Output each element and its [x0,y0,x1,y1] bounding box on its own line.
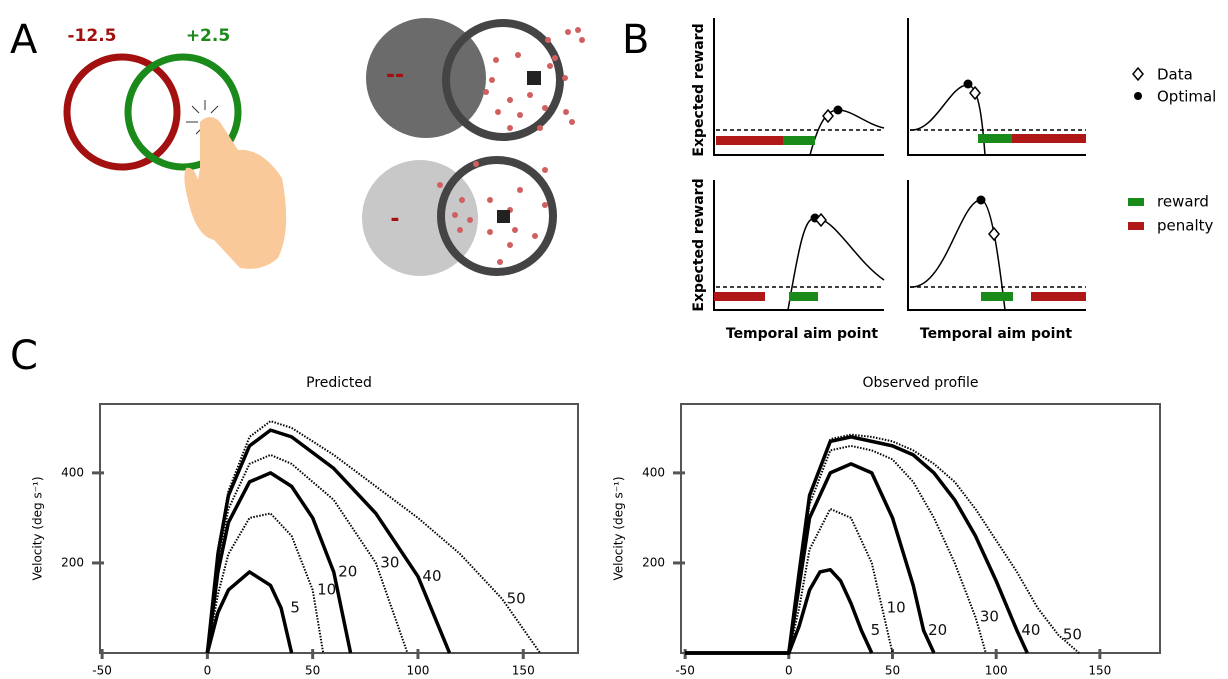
curve-label: 20 [928,621,947,639]
y-axis-label: Expected reward [691,178,707,311]
mean-endpoint [497,210,510,223]
chart-title: Observed profile [862,375,978,391]
panel-label: A [10,17,38,63]
target-ring [442,19,564,141]
x-tick-label: 150 [512,664,535,678]
velocity-curve [206,512,325,654]
panel-a: -12.5 +2.5 -- - [63,18,585,276]
x-tick-label: -50 [92,664,112,678]
panel-label: B [622,17,649,63]
x-tick-label: 100 [407,664,430,678]
x-tick-label: 100 [985,664,1008,678]
chart-title: Predicted [306,375,372,391]
y-axis-label: Velocity (deg s⁻¹) [31,476,45,580]
velocity-curve [685,433,1080,654]
reward-curve [809,109,885,156]
x-tick-label: 0 [785,664,793,678]
legend-label: reward [1157,193,1209,211]
curve-label: 40 [422,567,441,585]
curve-label: 30 [380,553,399,571]
plot-frame [680,403,1161,654]
legend-label: Data [1157,66,1193,84]
reward-circle [124,53,242,171]
x-axis-label: Temporal aim point [726,326,879,342]
velocity-curve [206,453,409,654]
x-tick-label: -50 [675,664,695,678]
target-ring [437,156,557,276]
curve-label: 50 [1063,625,1082,643]
legend-label: Optimal [1157,88,1216,106]
x-tick-label: 0 [204,664,212,678]
curve-label: 40 [1021,621,1040,639]
y-axis-label: Expected reward [691,23,707,156]
penalty-sign: -- [386,63,404,88]
penalty-score: -12.5 [68,26,117,46]
curve-label: 20 [338,562,357,580]
panel-b [713,18,1086,311]
panel-label: C [10,333,38,379]
penalty-circle [63,53,181,171]
y-axis-label: Velocity (deg s⁻¹) [612,476,626,580]
velocity-curve [205,570,294,654]
mean-endpoint [527,71,541,85]
curve-label: 50 [507,589,526,607]
velocity-curve [205,471,353,654]
plot-frame [99,403,579,654]
hand [184,117,287,269]
y-tick-label: 200 [61,555,84,569]
curve-label: 5 [290,598,300,616]
legend: Data Optimal reward penalty [1128,66,1216,235]
velocity-curve [685,507,894,654]
curve-label: 10 [887,598,906,616]
y-tick-label: 400 [61,465,84,479]
legend-label: penalty [1157,217,1213,235]
endpoint-dots [437,161,548,265]
x-axis-label: Temporal aim point [920,326,1073,342]
y-tick-label: 400 [642,465,665,479]
y-tick-label: 200 [642,555,665,569]
curve-label: 5 [871,621,881,639]
baseline [716,129,1086,288]
bars [714,134,1086,301]
x-tick-label: 150 [1088,664,1111,678]
velocity-curve [206,420,541,654]
axes [713,18,1086,311]
penalty-sign: - [390,207,399,232]
x-tick-label: 50 [885,664,900,678]
endpoint-dots [483,27,585,131]
velocity-curve [685,567,874,655]
x-tick-label: 50 [305,664,320,678]
markers [810,79,1000,242]
curve-label: 30 [980,607,999,625]
velocity-curve [205,428,452,654]
reward-score: +2.5 [186,26,230,46]
curve-label: 10 [317,580,336,598]
